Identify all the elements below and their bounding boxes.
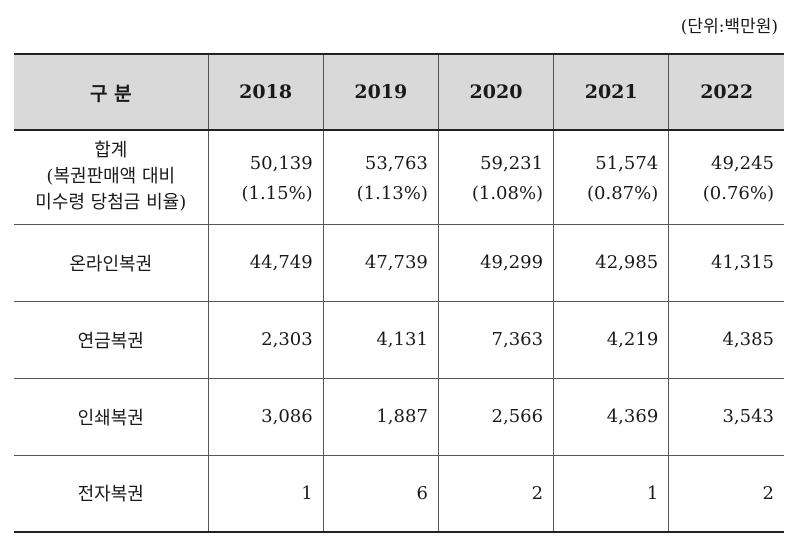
total-label-line: 미수령 당첨금 비율) bbox=[35, 192, 187, 214]
value-cell: 1 bbox=[553, 455, 669, 533]
value-cell: 2,303 bbox=[207, 301, 324, 379]
header-year: 2022 bbox=[668, 53, 784, 131]
header-label: 구 분 bbox=[14, 53, 209, 131]
value-cell: 4,131 bbox=[322, 301, 439, 379]
value-cell: 44,749 bbox=[207, 224, 324, 302]
value-cell: 49,299 bbox=[437, 224, 554, 302]
total-label-line: 합계 bbox=[94, 140, 128, 162]
total-ratio: (1.15%) bbox=[241, 182, 313, 204]
row-label: 온라인복권 bbox=[14, 224, 209, 302]
total-row: 합계 (복권판매액 대비 미수령 당첨금 비율) 50,139 (1.15%) … bbox=[14, 130, 784, 225]
total-value: 50,139 bbox=[249, 152, 313, 174]
unit-note: (단위:백만원) bbox=[680, 17, 778, 37]
value-cell: 2 bbox=[437, 455, 554, 533]
total-ratio: (0.87%) bbox=[587, 182, 659, 204]
value-cell: 3,543 bbox=[668, 378, 784, 456]
header-year: 2020 bbox=[437, 53, 554, 131]
total-value: 59,231 bbox=[480, 152, 544, 174]
value-cell: 6 bbox=[322, 455, 439, 533]
header-year: 2021 bbox=[553, 53, 669, 131]
value-cell: 2,566 bbox=[437, 378, 554, 456]
total-ratio: (1.08%) bbox=[471, 182, 544, 204]
table-row: 전자복권 1 6 2 1 2 bbox=[14, 455, 784, 533]
table-row: 온라인복권 44,749 47,739 49,299 42,985 41,315 bbox=[14, 224, 784, 302]
total-ratio: (0.76%) bbox=[702, 182, 774, 204]
header-row: 구 분 2018 2019 2020 2021 2022 bbox=[14, 53, 784, 131]
value-cell: 4,369 bbox=[553, 378, 669, 456]
total-cell: 49,245 (0.76%) bbox=[668, 130, 784, 225]
unclaimed-prize-table: 구 분 2018 2019 2020 2021 2022 합계 (복권판매액 대… bbox=[14, 53, 784, 533]
header-year: 2019 bbox=[322, 53, 439, 131]
value-cell: 7,363 bbox=[437, 301, 554, 379]
value-cell: 41,315 bbox=[668, 224, 784, 302]
table-row: 연금복권 2,303 4,131 7,363 4,219 4,385 bbox=[14, 301, 784, 379]
value-cell: 4,219 bbox=[553, 301, 669, 379]
total-cell: 59,231 (1.08%) bbox=[437, 130, 554, 225]
value-cell: 2 bbox=[668, 455, 784, 533]
value-cell: 1 bbox=[207, 455, 324, 533]
value-cell: 4,385 bbox=[668, 301, 784, 379]
header-year: 2018 bbox=[207, 53, 324, 131]
total-value: 53,763 bbox=[364, 152, 428, 174]
row-label: 연금복권 bbox=[14, 301, 209, 379]
total-ratio: (1.13%) bbox=[356, 182, 428, 204]
value-cell: 42,985 bbox=[553, 224, 669, 302]
total-cell: 50,139 (1.15%) bbox=[207, 130, 324, 225]
row-label: 인쇄복권 bbox=[14, 378, 209, 456]
total-label-line: (복권판매액 대비 bbox=[46, 166, 176, 188]
value-cell: 47,739 bbox=[322, 224, 439, 302]
total-cell: 53,763 (1.13%) bbox=[322, 130, 439, 225]
total-value: 49,245 bbox=[711, 152, 774, 174]
value-cell: 1,887 bbox=[322, 378, 439, 456]
row-label: 전자복권 bbox=[14, 455, 209, 533]
value-cell: 3,086 bbox=[207, 378, 324, 456]
table-row: 인쇄복권 3,086 1,887 2,566 4,369 3,543 bbox=[14, 378, 784, 456]
total-label: 합계 (복권판매액 대비 미수령 당첨금 비율) bbox=[14, 130, 209, 225]
total-cell: 51,574 (0.87%) bbox=[553, 130, 669, 225]
total-value: 51,574 bbox=[595, 152, 659, 174]
